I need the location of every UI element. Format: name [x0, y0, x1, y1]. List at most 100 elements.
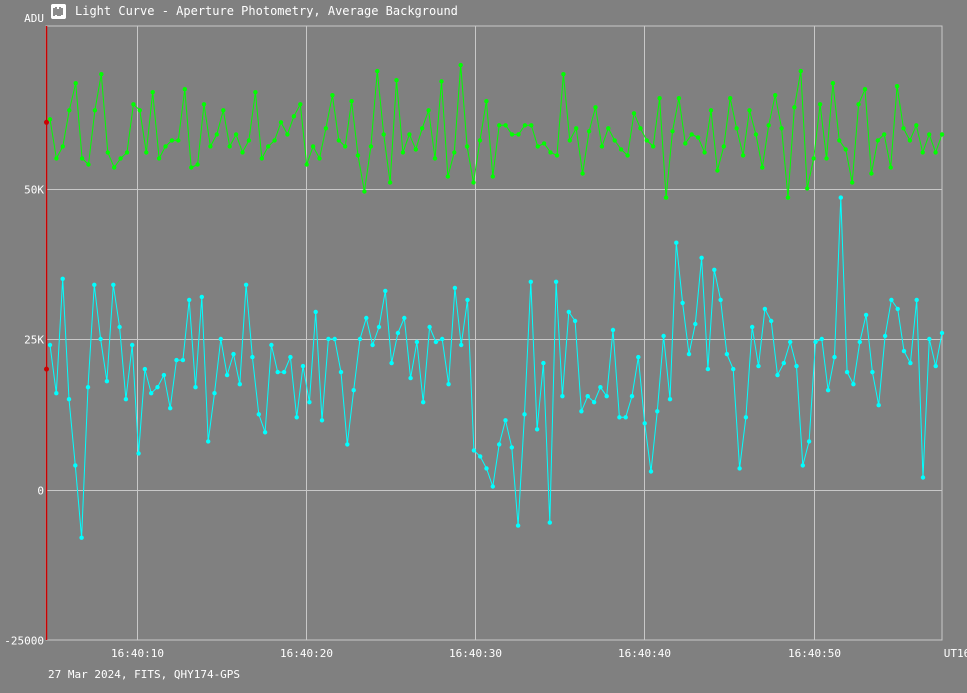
- data-point: [357, 336, 363, 342]
- data-point: [927, 132, 932, 137]
- data-point: [734, 126, 739, 131]
- data-point: [766, 123, 771, 128]
- data-point: [920, 475, 926, 480]
- data-point: [933, 150, 938, 155]
- data-point: [445, 174, 451, 179]
- data-point: [471, 180, 476, 185]
- data-point: [560, 394, 565, 399]
- data-point: [336, 138, 341, 143]
- data-point: [708, 108, 714, 113]
- data-point: [529, 123, 534, 128]
- data-point: [112, 165, 117, 170]
- data-point: [189, 165, 194, 170]
- data-point: [319, 418, 325, 423]
- data-point: [117, 324, 122, 330]
- data-point: [85, 385, 91, 390]
- data-point: [383, 288, 388, 294]
- data-point: [224, 372, 230, 378]
- data-point: [876, 403, 881, 408]
- data-point: [857, 339, 862, 345]
- data-point: [452, 285, 458, 291]
- data-point: [47, 117, 53, 122]
- data-point: [54, 391, 59, 396]
- data-point: [832, 354, 837, 360]
- axes: -25000 0 25K 50K 16:40:10 16:40:20 16:40:30 16:…: [4, 12, 967, 660]
- data-point: [79, 156, 85, 161]
- data-point: [699, 255, 704, 260]
- data-point: [233, 132, 239, 137]
- data-point: [914, 297, 919, 303]
- data-point: [60, 144, 65, 149]
- series-layer: [47, 62, 945, 540]
- data-point: [155, 385, 160, 390]
- data-point: [631, 111, 637, 116]
- data-point: [408, 375, 413, 381]
- data-point: [882, 132, 887, 137]
- data-point: [882, 333, 888, 339]
- data-point: [497, 123, 502, 128]
- data-point: [464, 144, 470, 149]
- data-point: [806, 439, 812, 444]
- data-point: [266, 144, 271, 149]
- y-tick-label: 25K: [24, 334, 44, 347]
- data-point: [137, 108, 142, 113]
- data-point: [86, 162, 91, 167]
- cursor-marker: [44, 119, 49, 125]
- data-point: [193, 385, 198, 390]
- data-point: [79, 535, 84, 540]
- data-point: [762, 306, 768, 312]
- data-point: [60, 276, 65, 281]
- data-point: [66, 397, 72, 402]
- data-point: [894, 84, 900, 89]
- data-point: [579, 409, 584, 414]
- data-point: [509, 445, 514, 450]
- data-point: [156, 156, 162, 161]
- data-point: [644, 138, 649, 143]
- data-point: [747, 108, 752, 113]
- data-point: [73, 463, 78, 468]
- data-point: [800, 463, 805, 468]
- data-point: [756, 363, 761, 369]
- data-point: [731, 366, 736, 372]
- data-point: [794, 363, 799, 369]
- data-point: [572, 318, 578, 324]
- data-point: [908, 360, 913, 366]
- data-point: [798, 68, 803, 74]
- data-point: [811, 156, 816, 161]
- data-point: [104, 379, 110, 384]
- data-point: [516, 132, 521, 137]
- data-point: [332, 336, 337, 342]
- data-point: [743, 415, 749, 420]
- data-point: [163, 144, 168, 149]
- data-point: [792, 105, 797, 110]
- data-point: [863, 312, 869, 318]
- data-point: [617, 415, 622, 420]
- data-point: [123, 397, 129, 402]
- x-axis-label: UT: [944, 647, 958, 660]
- y-tick-label: -25000: [4, 635, 44, 648]
- x-tick-label: 16:40:50: [788, 647, 841, 660]
- data-point: [47, 342, 53, 348]
- data-point: [844, 369, 850, 375]
- data-point: [567, 138, 572, 143]
- data-point: [769, 318, 774, 324]
- data-point: [432, 156, 438, 161]
- series-2: [47, 195, 945, 540]
- data-point: [298, 102, 303, 107]
- data-point: [345, 442, 350, 447]
- data-point: [760, 165, 765, 170]
- data-point: [484, 99, 489, 104]
- data-point: [381, 132, 386, 137]
- data-point: [310, 144, 316, 149]
- data-point: [850, 180, 855, 185]
- data-point: [136, 451, 141, 456]
- data-point: [174, 357, 179, 363]
- data-point: [176, 138, 181, 143]
- x-tick-label: 16:40:40: [618, 647, 671, 660]
- light-curve-app-icon[interactable]: [51, 4, 66, 19]
- data-point: [648, 469, 654, 474]
- data-point: [281, 369, 287, 375]
- title-bar: Light Curve - Aperture Photometry, Avera…: [0, 0, 967, 24]
- data-point: [604, 394, 609, 399]
